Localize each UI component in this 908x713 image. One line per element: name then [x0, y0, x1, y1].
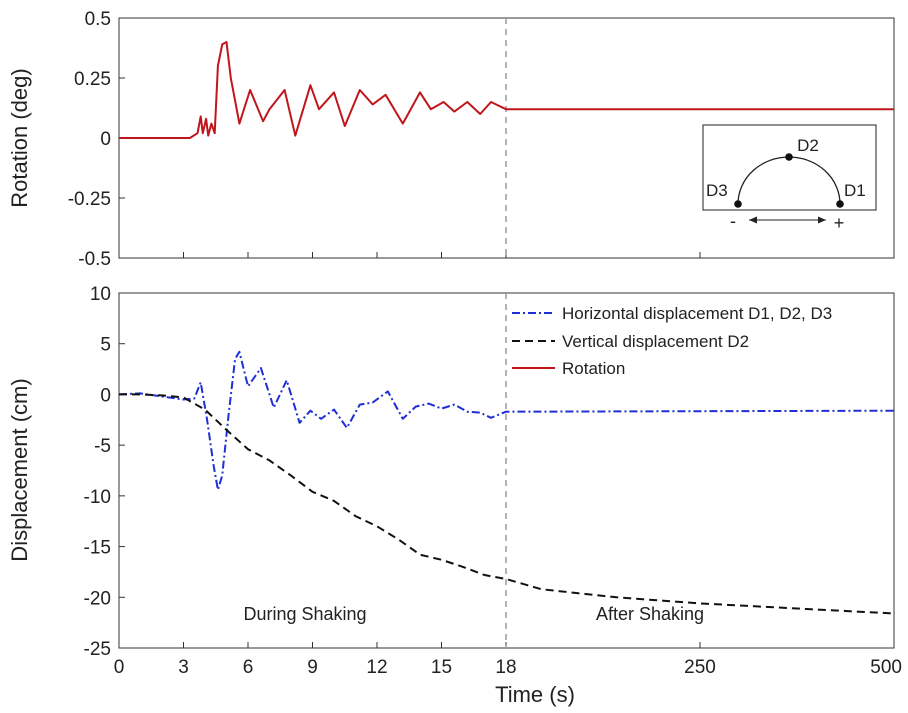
- rotation-panel: 0.5 0.25 0 -0.25 -0.5 Rotation (deg) D2 D3 D…: [7, 9, 895, 270]
- x-tick-label: 12: [366, 657, 387, 678]
- rotation-y-axis-label: Rotation (deg): [7, 68, 32, 207]
- inset-point-d2: [785, 153, 793, 161]
- legend-label-horizontal: Horizontal displacement D1, D2, D3: [562, 304, 832, 323]
- y-tick-label: 0.5: [85, 9, 111, 30]
- inset-arrow-right-head: [818, 216, 826, 224]
- rotation-y-ticks: 0.5 0.25 0 -0.25 -0.5: [68, 9, 125, 270]
- x-tick-label: 500: [870, 657, 902, 678]
- after-shaking-annotation: After Shaking: [596, 604, 704, 624]
- displacement-y-ticks: 10 5 0 -5 -10 -15 -20 -25: [84, 284, 125, 660]
- y-tick-label: -15: [84, 538, 111, 559]
- y-tick-label: 10: [90, 284, 111, 305]
- rotation-series-group: [119, 41, 894, 139]
- inset-minus-sign: -: [730, 211, 736, 231]
- y-tick-label: 0: [100, 129, 111, 150]
- x-tick-label: 9: [307, 657, 318, 678]
- x-tick-label: 6: [243, 657, 254, 678]
- series-line-vertical-displacement: [119, 393, 895, 615]
- y-tick-label: -10: [84, 487, 111, 508]
- y-tick-label: -0.25: [68, 189, 111, 210]
- y-tick-label: -25: [84, 639, 111, 660]
- y-tick-label: -5: [94, 436, 111, 457]
- x-tick-label: 3: [178, 657, 189, 678]
- inset-label-d3: D3: [706, 181, 728, 200]
- legend: Horizontal displacement D1, D2, D3 Verti…: [512, 304, 832, 378]
- x-tick-label: 15: [431, 657, 452, 678]
- displacement-series-group: [118, 350, 895, 615]
- x-tick-label: 250: [684, 657, 716, 678]
- inset-box: [702, 124, 877, 211]
- inset-label-d1: D1: [844, 181, 866, 200]
- y-tick-label: -20: [84, 588, 111, 609]
- legend-label-vertical: Vertical displacement D2: [562, 332, 749, 351]
- inset-point-d3: [734, 200, 742, 208]
- inset-point-d1: [836, 200, 844, 208]
- displacement-panel: 10 5 0 -5 -10 -15 -20 -25 0 3 6 9 12 15 18 250 500 Disp…: [7, 284, 902, 707]
- inset-plus-sign: +: [834, 213, 845, 233]
- y-tick-label: -0.5: [78, 249, 111, 270]
- inset-label-d2: D2: [797, 136, 819, 155]
- displacement-x-ticks: 0 3 6 9 12 15 18 250 500: [114, 642, 902, 678]
- during-shaking-annotation: During Shaking: [243, 604, 366, 624]
- rotation-x-tick-marks: [118, 252, 895, 258]
- inset-schematic: D2 D3 D1 - +: [702, 124, 877, 233]
- y-tick-label: 0.25: [74, 69, 111, 90]
- x-tick-label: 0: [114, 657, 125, 678]
- series-line-rotation: [119, 41, 894, 139]
- x-axis-label: Time (s): [495, 682, 575, 707]
- displacement-y-axis-label: Displacement (cm): [7, 378, 32, 561]
- legend-label-rotation: Rotation: [562, 359, 625, 378]
- inset-arrow-left-head: [749, 216, 757, 224]
- y-tick-label: 5: [100, 335, 111, 356]
- y-tick-label: 0: [100, 385, 111, 406]
- x-tick-label: 18: [495, 657, 516, 678]
- series-line-horizontal-displacement: [118, 350, 895, 491]
